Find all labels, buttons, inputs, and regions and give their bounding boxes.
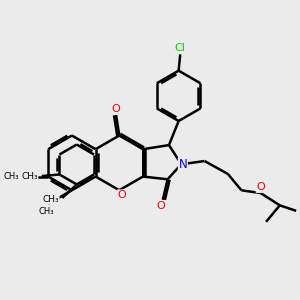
Text: CH₃: CH₃ — [21, 172, 38, 181]
Text: O: O — [256, 182, 265, 192]
Text: CH₃: CH₃ — [42, 195, 59, 204]
Text: Cl: Cl — [175, 44, 186, 53]
Text: CH₃: CH₃ — [39, 207, 54, 216]
Text: CH₃: CH₃ — [4, 172, 19, 181]
Text: O: O — [157, 201, 166, 211]
Text: N: N — [178, 158, 187, 171]
Text: O: O — [118, 190, 126, 200]
Text: O: O — [112, 104, 120, 114]
